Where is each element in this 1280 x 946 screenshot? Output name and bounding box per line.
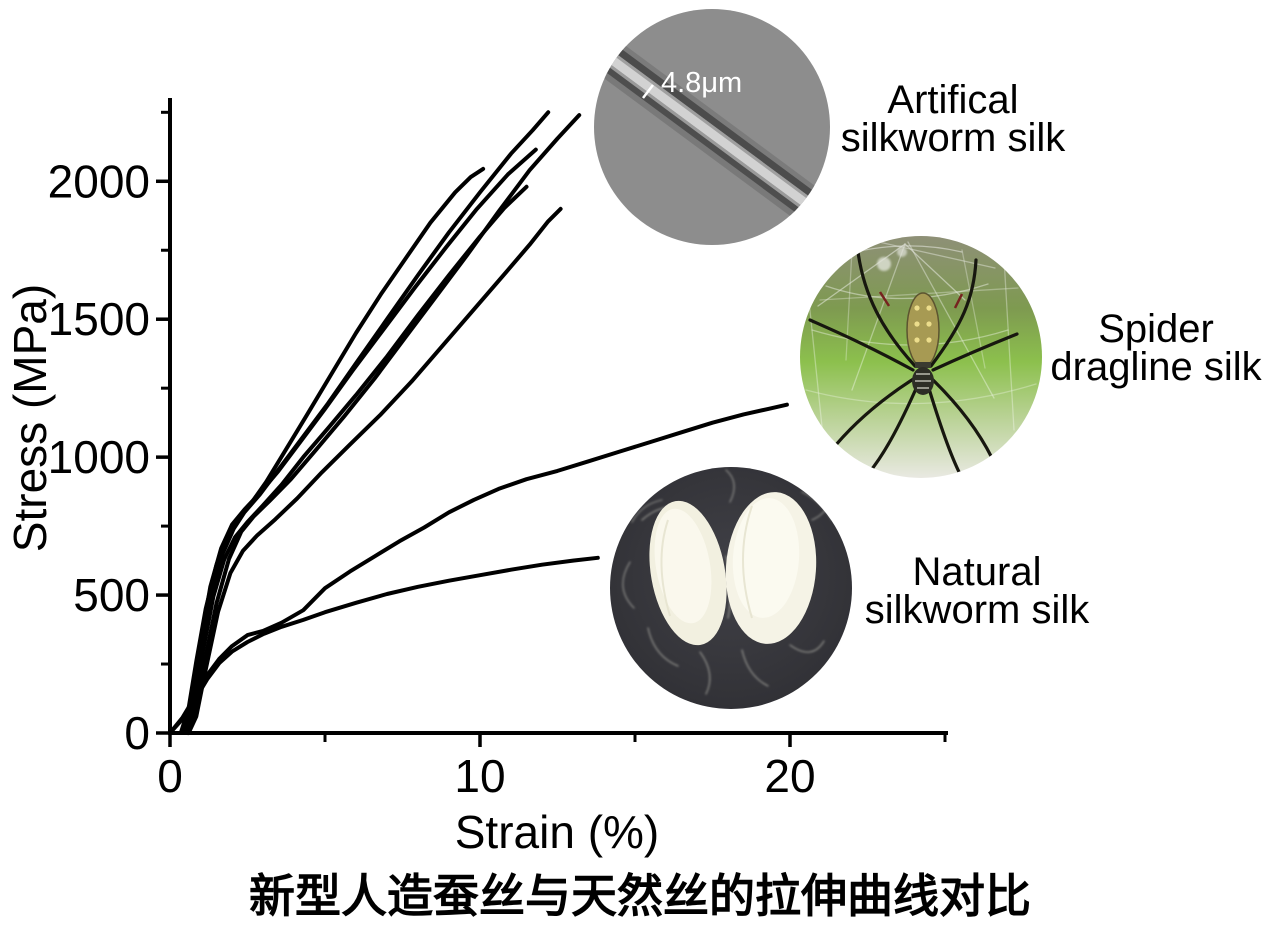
x-tick-label: 20 — [764, 750, 815, 802]
inset-artificial-silk-photo: 4.8μm — [594, 9, 830, 245]
x-tick-label: 0 — [157, 750, 183, 802]
stress-strain-curves — [168, 110, 789, 735]
figure-caption: 新型人造蚕丝与天然丝的拉伸曲线对比 — [249, 870, 1031, 922]
y-tick-label: 0 — [124, 707, 150, 759]
inset-spider-photo — [800, 236, 1042, 478]
spider-dragline-silk — [168, 402, 789, 735]
spider-silk-label-line1: Spider — [1098, 307, 1214, 351]
natural-silk-label-line2: silkworm silk — [865, 588, 1090, 632]
x-axis-title: Strain (%) — [455, 806, 659, 858]
y-tick-label: 2000 — [48, 155, 150, 207]
silk-fiber — [594, 24, 830, 245]
artificial-silk-label-line2: silkworm silk — [841, 116, 1066, 160]
artificial-silk-label-line1: Artifical — [887, 78, 1018, 122]
artificial-silkworm-silk-1 — [178, 166, 486, 735]
spider-silk-label-line2: dragline silk — [1050, 345, 1262, 389]
y-tick-label: 500 — [73, 569, 150, 621]
scalebar-tick — [642, 84, 654, 99]
y-tick-label: 1000 — [48, 431, 150, 483]
silk-fuzz — [622, 469, 833, 695]
plot-axes: 0 500 1000 1500 2000 0 10 20 — [48, 98, 948, 802]
artificial-silkworm-silk-4 — [183, 184, 529, 735]
y-axis-title: Stress (MPa) — [4, 284, 56, 552]
artificial-silkworm-silk-5 — [186, 206, 563, 735]
inset-cocoon-photo — [610, 467, 852, 709]
y-tick-label: 1500 — [48, 293, 150, 345]
spider-web — [805, 239, 1037, 447]
artificial-silkworm-silk-6 — [180, 147, 538, 735]
natural-silkworm-silk — [168, 555, 600, 735]
artificial-silkworm-silk-3 — [185, 113, 582, 735]
spider-body — [808, 250, 1019, 476]
natural-silk-label-line1: Natural — [913, 550, 1042, 594]
x-tick-label: 10 — [454, 750, 505, 802]
fiber-diameter-label: 4.8μm — [661, 67, 742, 99]
